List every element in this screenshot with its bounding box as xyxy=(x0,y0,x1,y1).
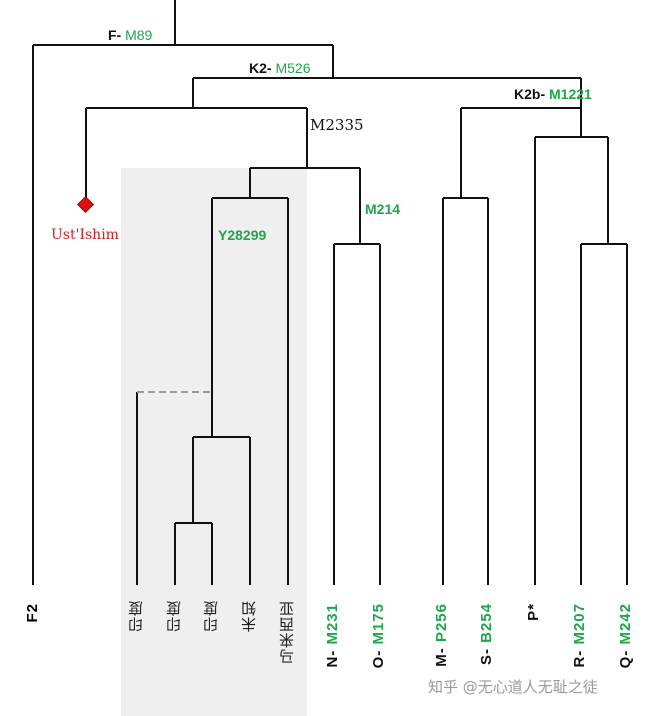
leaf-f2: F2 xyxy=(24,603,41,623)
k2-prefix: K2- xyxy=(249,60,272,76)
k2b-marker: M1221 xyxy=(549,86,592,102)
k2-node-label: K2- M526 xyxy=(249,60,310,76)
k2b-node-label: K2b- M1221 xyxy=(514,86,592,102)
leaf-m-marker: P256 xyxy=(433,603,450,643)
leaf-india-1: 印度 xyxy=(127,600,145,632)
leaf-q-m242: Q- M242 xyxy=(617,603,634,669)
leaf-q-prefix: Q- xyxy=(617,649,634,669)
ust-ishim-label: Ust'Ishim xyxy=(51,227,119,243)
highlight-region xyxy=(121,168,307,716)
leaf-r-prefix: R- xyxy=(571,649,588,668)
leaf-n-m231: N- M231 xyxy=(324,603,341,668)
leaf-n-prefix: N- xyxy=(324,649,341,668)
leaf-unknown: 未知 xyxy=(240,600,258,632)
leaf-r-m207: R- M207 xyxy=(571,603,588,668)
leaf-m-prefix: M- xyxy=(433,647,450,667)
leaf-o-marker: M175 xyxy=(370,603,387,645)
leaf-s-marker: B254 xyxy=(478,603,495,643)
leaf-malaysia: 马来西亚 xyxy=(278,600,296,664)
leaf-p: P* xyxy=(525,603,542,621)
watermark: 知乎 @无心道人无耻之徒 xyxy=(428,678,598,696)
leaf-o-prefix: O- xyxy=(370,649,387,669)
leaf-r-marker: M207 xyxy=(571,603,588,645)
leaf-m-p256: M- P256 xyxy=(433,603,450,667)
y28299-label: Y28299 xyxy=(218,227,267,243)
leaf-india-3: 印度 xyxy=(202,600,220,632)
leaf-india-2: 印度 xyxy=(165,600,183,632)
leaf-q-marker: M242 xyxy=(617,603,634,645)
m214-label: M214 xyxy=(365,201,401,217)
leaf-o-m175: O- M175 xyxy=(370,603,387,669)
f-marker: M89 xyxy=(125,27,153,43)
k2-marker: M526 xyxy=(275,60,311,76)
m2335-label: M2335 xyxy=(310,116,364,134)
ust-ishim-diamond-icon xyxy=(77,196,94,213)
leaf-s-b254: S- B254 xyxy=(478,603,495,666)
f-node-label: F- M89 xyxy=(108,27,152,43)
leaf-n-marker: M231 xyxy=(324,603,341,645)
k2b-prefix: K2b- xyxy=(514,86,546,102)
f-prefix: F- xyxy=(108,27,122,43)
leaf-s-prefix: S- xyxy=(478,648,495,666)
